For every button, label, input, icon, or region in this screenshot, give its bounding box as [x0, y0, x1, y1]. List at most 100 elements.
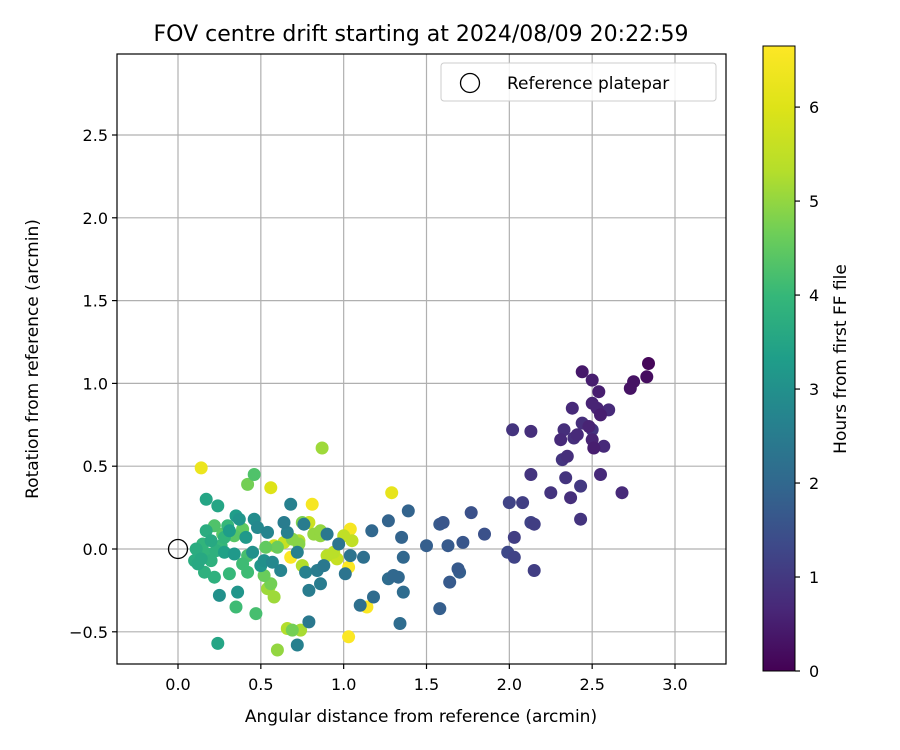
scatter-point	[290, 638, 304, 652]
scatter-point	[597, 439, 611, 453]
scatter-point	[570, 428, 584, 442]
scatter-point	[396, 550, 410, 564]
scatter-point	[222, 524, 236, 538]
colorbar-tick-label: 4	[809, 286, 819, 305]
chart-title: FOV centre drift starting at 2024/08/09 …	[154, 22, 689, 47]
scatter-point	[247, 468, 261, 481]
y-tick-label: 0.0	[83, 540, 108, 559]
scatter-point	[284, 497, 298, 511]
scatter-point	[343, 549, 357, 563]
legend: Reference platepar	[440, 62, 717, 102]
scatter-point	[456, 535, 470, 549]
scatter-point	[502, 496, 516, 510]
y-tick-label: −0.5	[69, 623, 108, 642]
x-tick-label: 0.0	[165, 675, 190, 694]
scatter-point	[478, 527, 491, 541]
scatter-point	[317, 559, 331, 573]
scatter-point	[527, 517, 541, 531]
scatter-point	[267, 590, 281, 604]
scatter-point	[274, 564, 288, 577]
y-tick-label: 2.5	[83, 126, 108, 145]
reference-point-marker	[167, 538, 189, 560]
scatter-point	[574, 479, 588, 493]
plot-frame	[116, 53, 727, 665]
scatter-point	[441, 539, 455, 553]
scatter-point	[365, 524, 379, 538]
y-tick-label: 0.5	[83, 457, 108, 476]
scatter-point	[367, 590, 380, 604]
scatter-point	[249, 607, 263, 621]
scatter-point	[585, 373, 599, 387]
scatter-point	[574, 512, 588, 526]
scatter-point	[207, 570, 221, 584]
scatter-point	[232, 512, 246, 526]
scatter-point	[582, 420, 596, 433]
scatter-point	[391, 570, 405, 584]
scatter-point	[527, 564, 541, 577]
scatter-point	[305, 497, 319, 511]
scatter-point	[227, 547, 241, 561]
scatter-point	[194, 461, 208, 475]
colorbar-tick-label: 2	[809, 474, 819, 493]
scatter-point	[395, 530, 409, 544]
scatter-point	[353, 598, 367, 612]
scatter-point	[554, 433, 568, 447]
y-axis-ticks: −0.5 0.0 0.5 1.0 1.5 2.0 2.5	[69, 126, 117, 642]
y-tick-label: 1.5	[83, 292, 108, 311]
scatter-point	[559, 471, 573, 485]
scatter-point	[217, 545, 231, 559]
scatter-point	[231, 585, 245, 599]
scatter-point	[640, 370, 654, 384]
scatter-point	[393, 617, 407, 630]
scatter-point	[615, 486, 629, 500]
scatter-point	[332, 537, 346, 551]
scatter-point	[211, 499, 225, 513]
scatter-point	[594, 468, 607, 481]
scatter-point	[507, 530, 521, 544]
scatter-point	[436, 516, 450, 529]
legend-label: Reference platepar	[507, 74, 669, 94]
scatter-point	[191, 557, 205, 571]
scatter-point	[381, 514, 395, 528]
scatter-point	[297, 517, 311, 531]
scatter-point	[315, 441, 329, 455]
x-axis-label: Angular distance from reference (arcmin)	[245, 707, 597, 727]
scatter-point	[204, 554, 218, 568]
scatter-point	[204, 534, 218, 548]
scatter-point	[594, 408, 607, 422]
scatter-point	[302, 615, 316, 629]
scatter-point	[506, 423, 520, 437]
scatter-point	[385, 486, 399, 500]
scatter-point	[565, 401, 579, 415]
scatter-point	[507, 550, 521, 564]
reference-marker	[167, 538, 189, 560]
scatter-point	[314, 577, 327, 591]
scatter-point	[338, 567, 352, 581]
colorbar-tick-label: 5	[809, 192, 819, 211]
grid	[117, 54, 726, 664]
scatter-point	[246, 545, 260, 559]
x-tick-label: 2.5	[579, 675, 604, 694]
scatter-point	[433, 602, 447, 616]
scatter-point	[623, 381, 637, 395]
scatter-point	[199, 492, 213, 506]
scatter-point	[290, 545, 304, 559]
legend-box	[440, 62, 717, 102]
scatter-point	[229, 600, 243, 614]
scatter-point	[524, 424, 538, 438]
scatter-point	[299, 565, 313, 579]
scatter-point	[257, 569, 271, 582]
legend-marker-icon	[459, 72, 481, 94]
y-tick-label: 2.0	[83, 209, 108, 228]
scatter-point	[241, 565, 255, 579]
scatter-point	[241, 477, 255, 491]
x-tick-label: 1.0	[331, 675, 356, 694]
scatter-point	[592, 385, 606, 399]
scatter-point	[265, 555, 279, 569]
scatter-point	[302, 583, 316, 597]
scatter-point	[251, 521, 264, 534]
x-tick-label: 1.5	[414, 675, 439, 694]
scatter-point	[261, 525, 274, 539]
scatter-point	[564, 491, 578, 505]
